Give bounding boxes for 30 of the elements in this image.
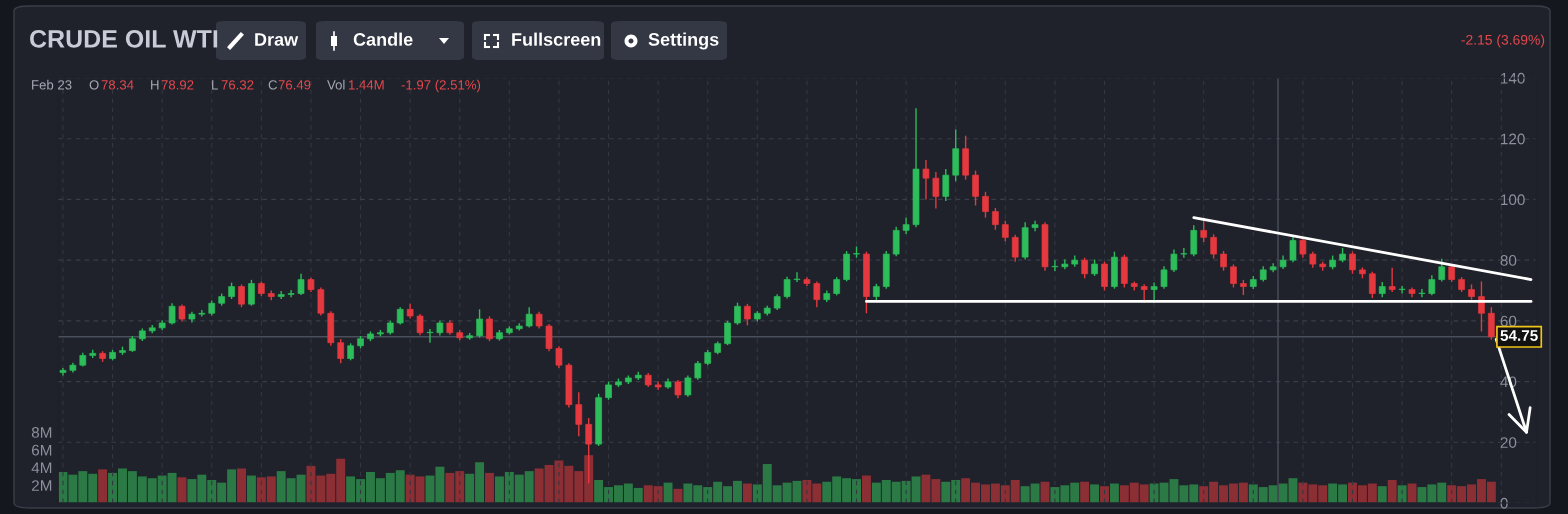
annotation: 1.44M <box>349 80 384 90</box>
y-tick-label: 100 <box>1501 194 1525 206</box>
y-tick-label: 8M <box>31 427 52 438</box>
y-tick-label: 20 <box>1500 437 1517 448</box>
y-tick-label: 60 <box>1500 315 1517 327</box>
annotation: H <box>151 80 159 90</box>
y-tick-label: 2M <box>31 480 52 491</box>
annotation: Vol <box>327 79 345 90</box>
annotation: Feb 23 <box>32 79 72 90</box>
annotation: 76.32 <box>221 80 254 90</box>
chart-title: CRUDE OIL WTI <box>30 30 218 48</box>
y-tick-label: 0 <box>1500 497 1508 509</box>
y-tick-label: 4M <box>31 462 52 474</box>
text: Candle <box>353 32 413 46</box>
annotation: C <box>268 80 278 90</box>
ref-line-label: 54.75 <box>1500 330 1538 341</box>
y-tick-label: 120 <box>1501 133 1525 145</box>
annotation: L <box>212 80 218 90</box>
text: -2.15 (3.69%) <box>1461 34 1545 48</box>
y-tick-label: 80 <box>1500 255 1517 266</box>
annotation: -1.97 (2.51%) <box>401 79 481 93</box>
annotation: O <box>89 80 99 90</box>
y-tick-label: 6M <box>32 444 52 456</box>
text: Draw <box>255 33 299 46</box>
annotation: 76.49 <box>278 80 311 90</box>
text: Fullscreen <box>512 32 601 46</box>
y-tick-label: 140 <box>1501 72 1525 84</box>
text: Settings <box>648 32 719 50</box>
annotation: 78.34 <box>101 80 134 90</box>
annotation: 78.92 <box>161 80 194 90</box>
